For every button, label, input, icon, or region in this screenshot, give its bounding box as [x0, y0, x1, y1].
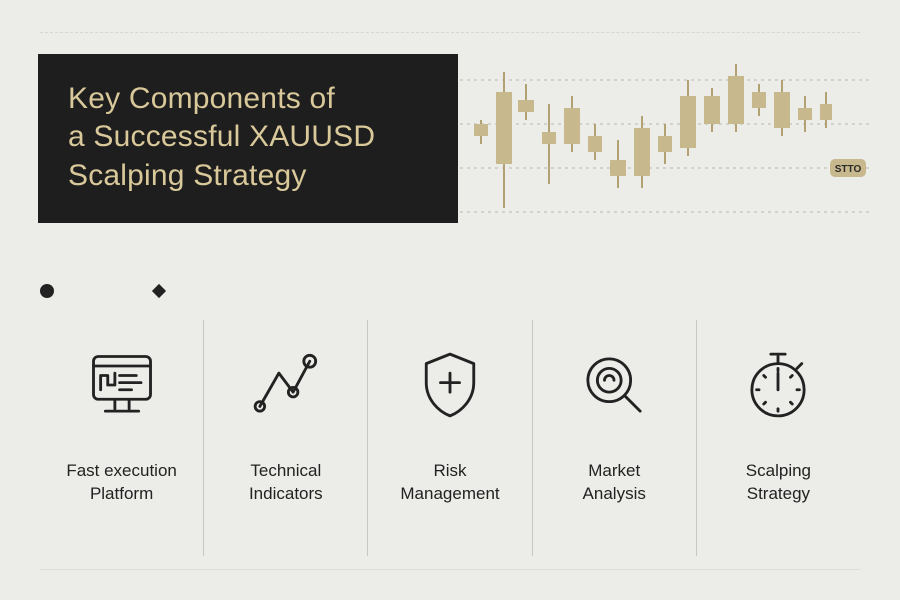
- trend-icon-slot: [243, 342, 329, 428]
- svg-text:STTO: STTO: [835, 164, 862, 175]
- components-row: Fast execution Platform Technical Indicato…: [40, 320, 860, 556]
- monitor-icon: [84, 347, 160, 423]
- component-label: Technical Indicators: [249, 460, 323, 506]
- component-label-line2: Strategy: [747, 484, 810, 503]
- component-analysis: Market Analysis: [532, 320, 696, 556]
- component-label-line2: Indicators: [249, 484, 323, 503]
- trend-icon: [248, 347, 324, 423]
- title-line-3: Scalping Strategy: [68, 159, 307, 192]
- component-label: Fast execution Platform: [66, 460, 177, 506]
- component-risk: Risk Management: [367, 320, 531, 556]
- stopwatch-icon: [740, 347, 816, 423]
- infographic-canvas: Key Components of a Successful XAUUSD Sc…: [0, 0, 900, 600]
- monitor-icon-slot: [79, 342, 165, 428]
- component-indicators: Technical Indicators: [203, 320, 367, 556]
- title-line-2: a Successful XAUUSD: [68, 120, 375, 153]
- component-label-line1: Market: [588, 461, 640, 480]
- component-platform: Fast execution Platform: [40, 320, 203, 556]
- component-label: Market Analysis: [583, 460, 646, 506]
- chart-svg: STTO: [460, 48, 870, 248]
- page-title: Key Components of a Successful XAUUSD Sc…: [68, 80, 428, 195]
- divider-row: [40, 282, 860, 300]
- shield-icon: [412, 347, 488, 423]
- component-label: Scalping Strategy: [746, 460, 811, 506]
- component-label-line1: Technical: [250, 461, 321, 480]
- stopwatch-icon-slot: [735, 342, 821, 428]
- dot-icon: [40, 284, 54, 298]
- diamond-icon: [152, 284, 166, 298]
- title-box: Key Components of a Successful XAUUSD Sc…: [38, 54, 458, 223]
- bottom-rule: [40, 569, 860, 570]
- magnifier-icon: [576, 347, 652, 423]
- shield-icon-slot: [407, 342, 493, 428]
- component-label: Risk Management: [400, 460, 499, 506]
- component-label-line2: Management: [400, 484, 499, 503]
- title-line-1: Key Components of: [68, 82, 335, 115]
- component-strategy: Scalping Strategy: [696, 320, 860, 556]
- component-label-line2: Analysis: [583, 484, 646, 503]
- magnifier-icon-slot: [571, 342, 657, 428]
- component-label-line2: Platform: [90, 484, 153, 503]
- component-label-line1: Risk: [433, 461, 466, 480]
- candlestick-chart: STTO: [460, 48, 870, 248]
- component-label-line1: Scalping: [746, 461, 811, 480]
- top-rule: [40, 32, 860, 33]
- component-label-line1: Fast execution: [66, 461, 177, 480]
